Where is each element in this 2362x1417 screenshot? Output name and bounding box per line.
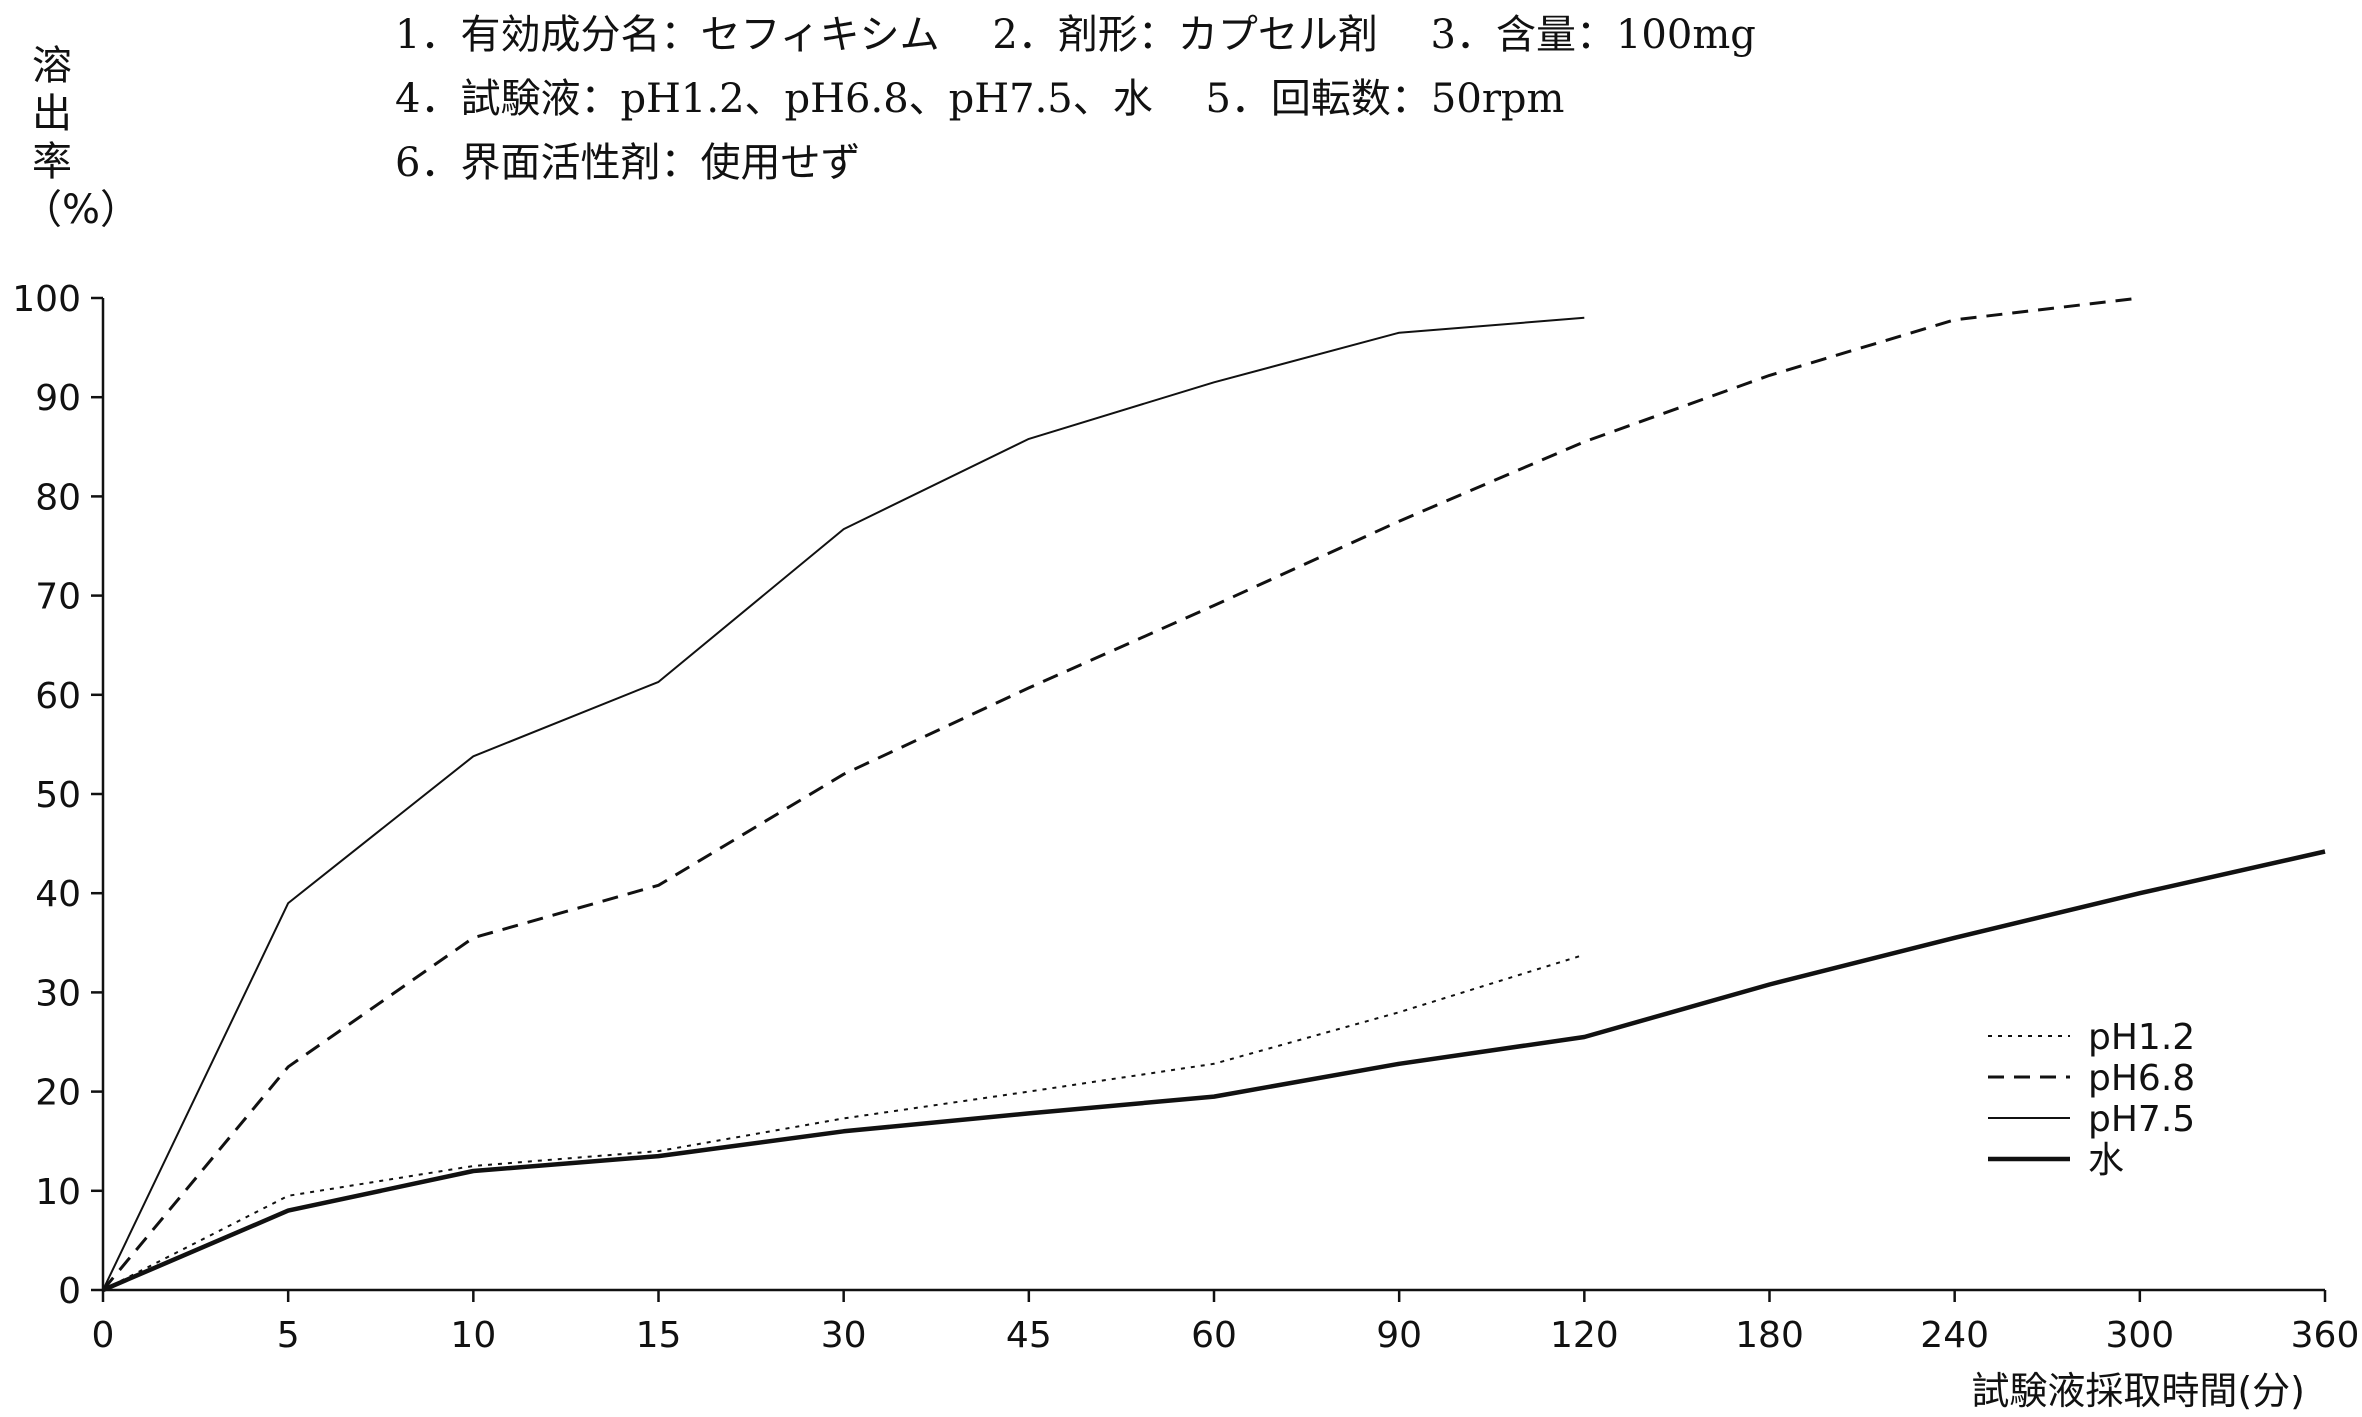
y-tick-label: 40 <box>35 874 81 915</box>
y-axis-label-char: 溶 <box>32 43 72 89</box>
y-tick-label: 60 <box>35 676 81 717</box>
y-tick-label: 80 <box>35 477 81 518</box>
x-tick-label: 45 <box>1006 1315 1052 1356</box>
legend-label: pH7.5 <box>2088 1099 2195 1140</box>
condition-line-1: 1．有効成分名：セフィキシム 2．剤形：カプセル剤 3．含量：100mg <box>395 12 1756 58</box>
x-tick-label: 10 <box>450 1315 496 1356</box>
x-tick-label: 120 <box>1550 1315 1619 1356</box>
x-tick-label: 300 <box>2105 1315 2174 1356</box>
axes: 0 10 20 30 40 50 60 70 80 90 100 0 5 10 15 30 45 60 90 120 1… <box>12 279 2359 1413</box>
x-tick-label: 240 <box>1920 1315 1989 1356</box>
y-tick-label: 20 <box>35 1073 81 1114</box>
condition-line-2: 4．試験液：pH1.2、pH6.8、pH7.5、水 5．回転数：50rpm <box>395 76 1565 122</box>
x-axis-label: 試験液採取時間(分) <box>1971 1369 2305 1413</box>
y-tick-label: 30 <box>35 973 81 1014</box>
y-tick-label: 90 <box>35 378 81 419</box>
legend-label: pH1.2 <box>2088 1017 2195 1058</box>
x-tick-label: 180 <box>1735 1315 1804 1356</box>
x-tick-label: 5 <box>277 1315 300 1356</box>
x-tick-label: 15 <box>636 1315 682 1356</box>
series-line <box>102 953 1585 1291</box>
legend-label: 水 <box>2088 1140 2124 1181</box>
x-tick-label: 90 <box>1376 1315 1422 1356</box>
y-tick-label: 0 <box>58 1271 81 1312</box>
x-tick-label: 0 <box>92 1315 115 1356</box>
y-tick-label: 100 <box>12 279 81 320</box>
legend-label: pH6.8 <box>2088 1058 2195 1099</box>
y-tick-label: 70 <box>35 577 81 618</box>
series-line <box>102 849 2326 1293</box>
x-tick-label: 30 <box>821 1315 867 1356</box>
condition-line-3: 6．界面活性剤：使用せず <box>395 140 861 186</box>
series-line <box>101 296 2140 1291</box>
y-tick-label: 50 <box>35 775 81 816</box>
y-axis-label-char: 出 <box>32 91 72 137</box>
x-tick-label: 360 <box>2291 1315 2360 1356</box>
series-line <box>102 316 1585 1291</box>
series-group <box>101 296 2326 1293</box>
y-axis-label-char: 率 <box>32 139 72 185</box>
y-tick-label: 10 <box>35 1172 81 1213</box>
x-tick-label: 60 <box>1191 1315 1237 1356</box>
